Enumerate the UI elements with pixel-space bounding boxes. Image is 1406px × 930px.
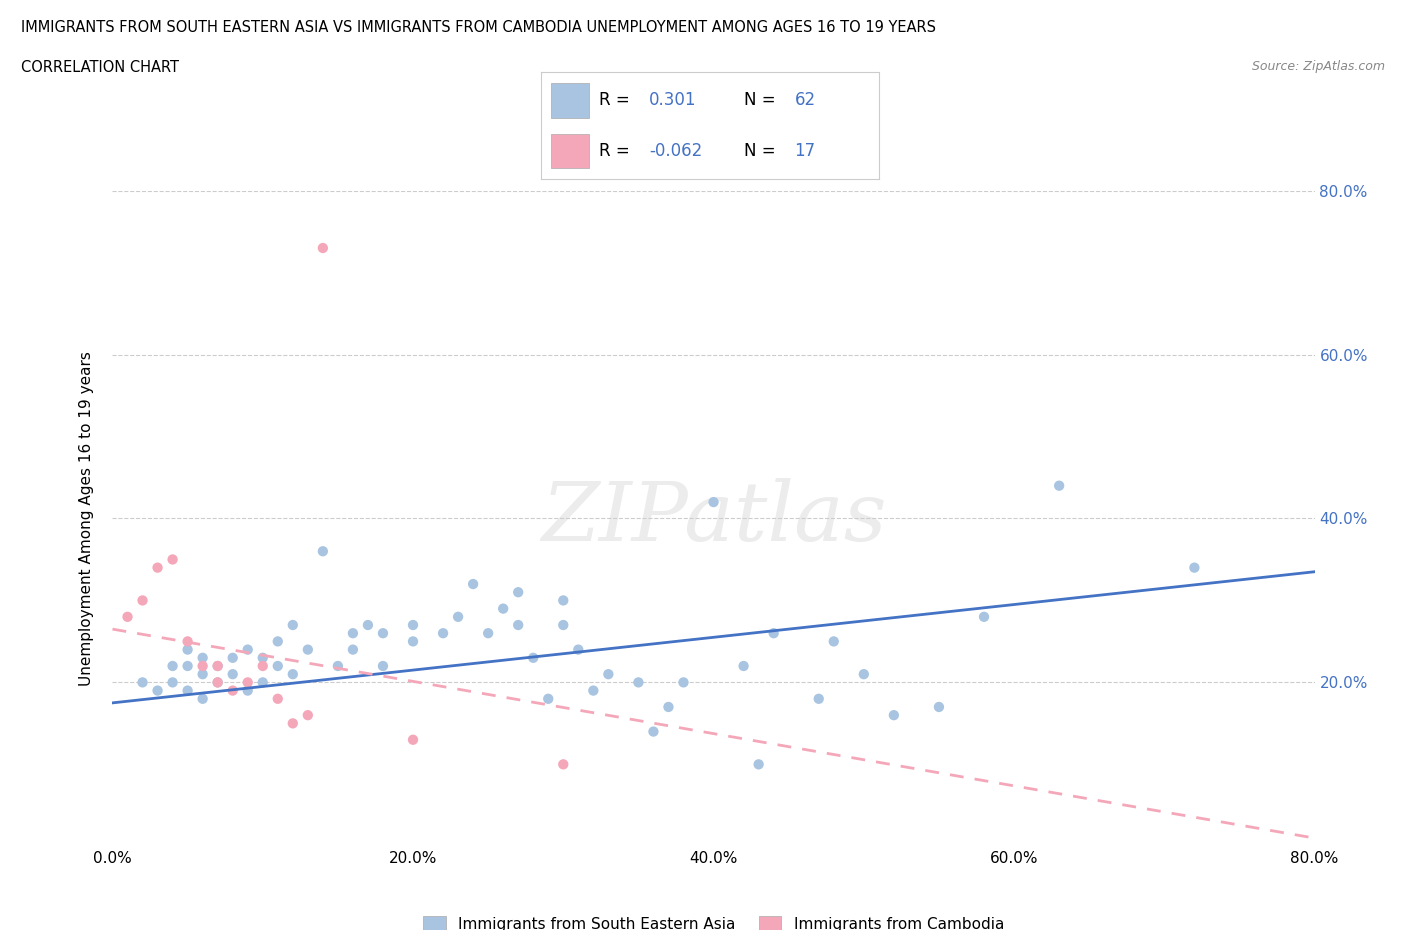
Point (191, 691, 214, 706)
Point (553, 757, 575, 772)
Point (162, 658, 184, 673)
Point (297, 708, 319, 723)
Text: R =: R = (599, 141, 634, 160)
Point (207, 658, 229, 673)
Point (176, 658, 198, 673)
Text: Source: ZipAtlas.com: Source: ZipAtlas.com (1251, 60, 1385, 73)
Point (643, 724, 665, 739)
Point (402, 732, 425, 747)
Point (537, 691, 560, 706)
Point (672, 675, 695, 690)
Point (131, 593, 153, 608)
Point (852, 667, 875, 682)
Text: 17: 17 (794, 141, 815, 160)
Point (236, 684, 259, 698)
Point (762, 626, 785, 641)
Point (627, 675, 650, 690)
Point (222, 667, 245, 682)
Point (447, 609, 470, 624)
Point (477, 626, 499, 641)
Point (191, 650, 214, 665)
Point (432, 626, 454, 641)
Point (312, 241, 335, 256)
Point (267, 691, 290, 706)
Point (733, 658, 755, 673)
Point (267, 634, 290, 649)
Point (357, 618, 380, 632)
Text: R =: R = (599, 91, 634, 110)
Point (371, 626, 394, 641)
Point (342, 643, 364, 658)
Point (928, 699, 950, 714)
Point (748, 757, 770, 772)
Point (222, 684, 245, 698)
Text: -0.062: -0.062 (650, 141, 703, 160)
Point (176, 684, 198, 698)
Point (207, 675, 229, 690)
Point (281, 618, 304, 632)
Point (252, 658, 274, 673)
Point (492, 601, 515, 616)
Point (823, 634, 845, 649)
Point (522, 650, 544, 665)
Point (281, 667, 304, 682)
Text: 0.301: 0.301 (650, 91, 697, 110)
Text: ZIPatlas: ZIPatlas (541, 478, 886, 559)
Text: IMMIGRANTS FROM SOUTH EASTERN ASIA VS IMMIGRANTS FROM CAMBODIA UNEMPLOYMENT AMON: IMMIGRANTS FROM SOUTH EASTERN ASIA VS IM… (21, 20, 936, 35)
Point (461, 577, 484, 591)
Point (207, 675, 229, 690)
Point (222, 650, 245, 665)
Point (807, 691, 830, 706)
Point (702, 495, 725, 510)
Point (267, 658, 290, 673)
Point (236, 675, 259, 690)
Point (207, 658, 229, 673)
Point (598, 667, 620, 682)
Point (553, 593, 575, 608)
Point (1184, 560, 1206, 575)
Bar (551, 134, 589, 167)
Point (402, 618, 425, 632)
Point (371, 658, 394, 673)
Point (117, 609, 139, 624)
Point (973, 609, 995, 624)
Point (657, 699, 679, 714)
Point (326, 658, 349, 673)
Point (281, 716, 304, 731)
Point (883, 708, 905, 723)
Point (252, 650, 274, 665)
Point (297, 643, 319, 658)
Point (252, 675, 274, 690)
Bar (551, 84, 589, 117)
Point (508, 585, 530, 600)
Y-axis label: Unemployment Among Ages 16 to 19 years: Unemployment Among Ages 16 to 19 years (79, 351, 94, 686)
Point (236, 643, 259, 658)
Text: N =: N = (744, 141, 780, 160)
Point (176, 634, 198, 649)
Point (553, 618, 575, 632)
Legend: Immigrants from South Eastern Asia, Immigrants from Cambodia: Immigrants from South Eastern Asia, Immi… (418, 910, 1010, 930)
Point (162, 552, 184, 567)
Point (567, 643, 589, 658)
Text: 62: 62 (794, 91, 815, 110)
Point (191, 667, 214, 682)
Point (131, 675, 153, 690)
Point (191, 658, 214, 673)
Point (582, 684, 605, 698)
Point (508, 618, 530, 632)
Point (146, 560, 169, 575)
Point (402, 634, 425, 649)
Point (1047, 478, 1070, 493)
Text: N =: N = (744, 91, 780, 110)
Point (312, 544, 335, 559)
Point (176, 643, 198, 658)
Text: CORRELATION CHART: CORRELATION CHART (21, 60, 179, 75)
Point (162, 675, 184, 690)
Point (342, 626, 364, 641)
Point (146, 684, 169, 698)
